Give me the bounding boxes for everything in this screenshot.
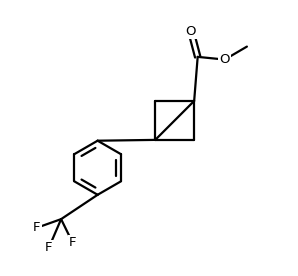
Text: F: F — [69, 237, 77, 250]
Text: O: O — [219, 53, 230, 66]
Text: O: O — [186, 25, 196, 38]
Text: F: F — [45, 241, 53, 254]
Text: F: F — [33, 221, 41, 234]
